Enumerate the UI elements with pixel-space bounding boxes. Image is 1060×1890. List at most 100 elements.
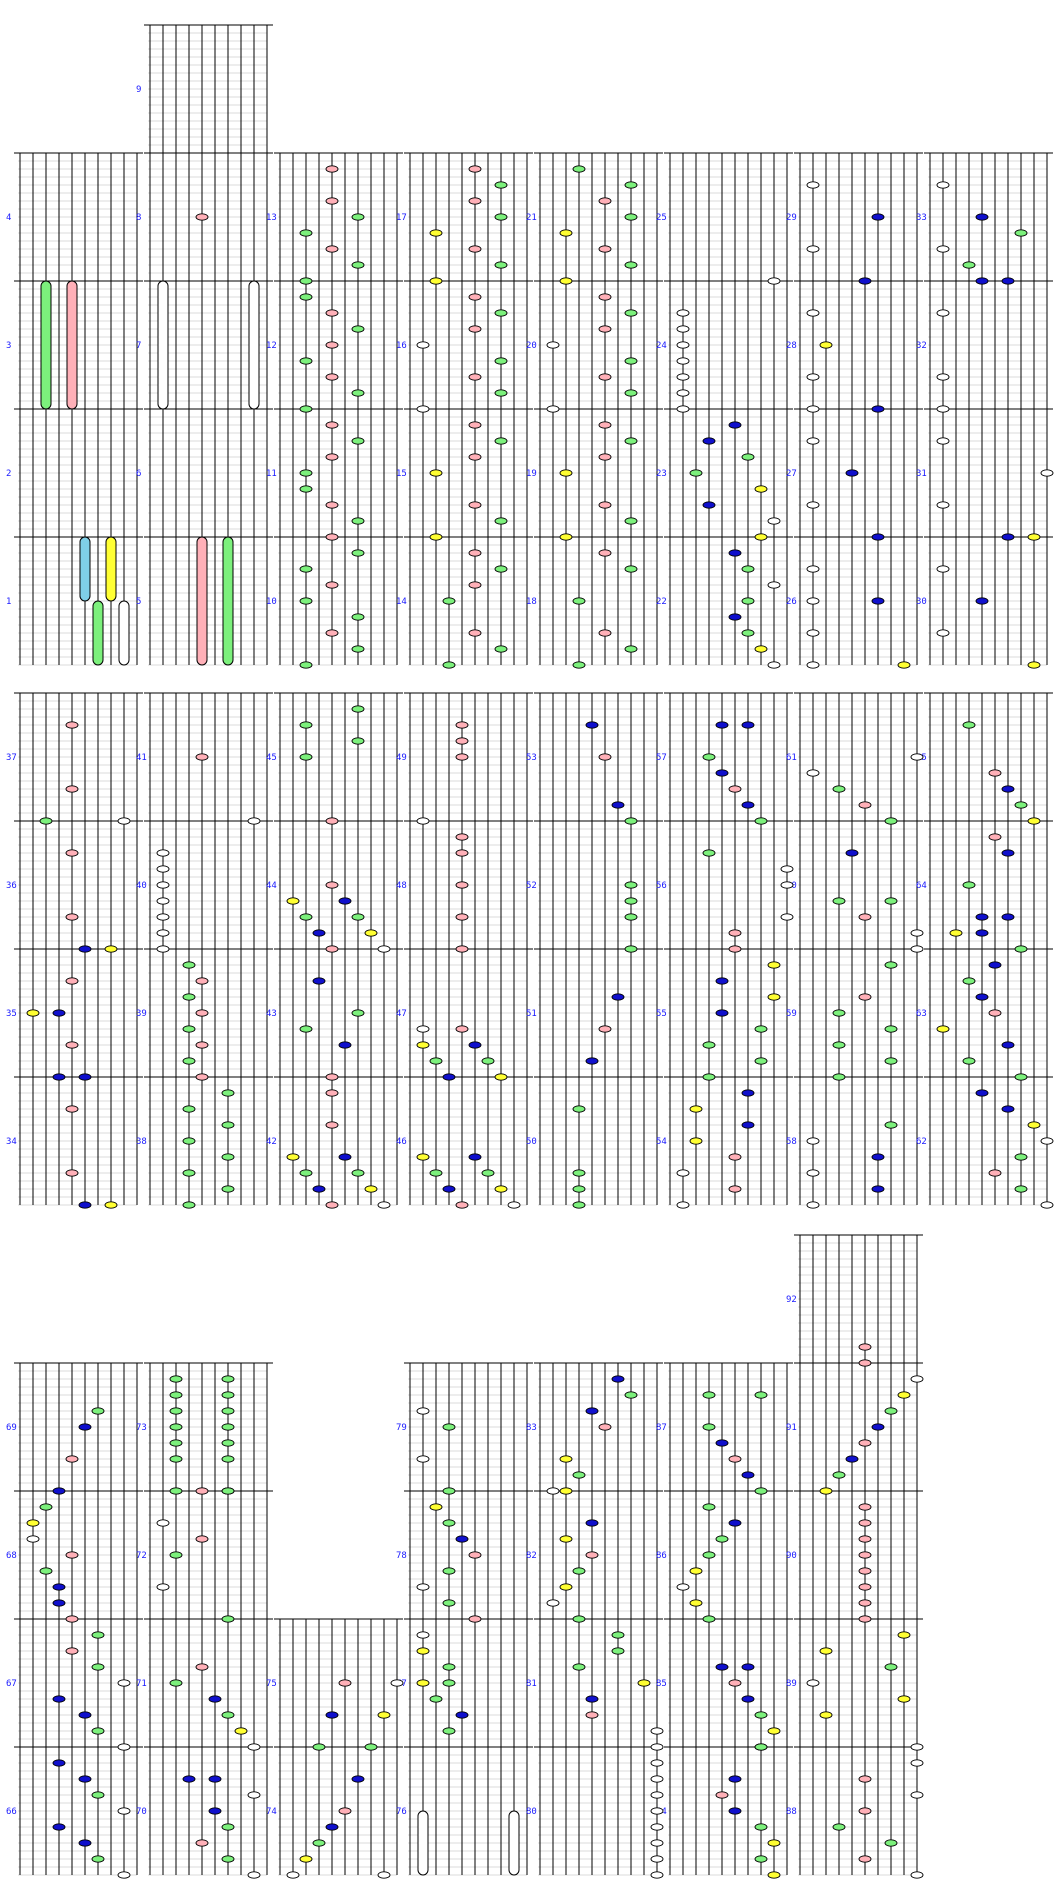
note-marker [806, 405, 820, 413]
note-marker [169, 1375, 183, 1383]
note-marker [975, 213, 989, 221]
note-marker [221, 1439, 235, 1447]
note-marker [871, 533, 885, 541]
note-marker [221, 1711, 235, 1719]
note-marker [559, 1583, 573, 1591]
note-marker [884, 1025, 898, 1033]
note-marker [351, 645, 365, 653]
note-marker [325, 945, 339, 953]
note-marker [221, 1823, 235, 1831]
note-marker [117, 1679, 131, 1687]
note-marker [65, 1615, 79, 1623]
measure-number: 75 [266, 1679, 277, 1689]
measure-number: 73 [136, 1423, 147, 1433]
note-marker [325, 453, 339, 461]
note-marker [416, 341, 430, 349]
note-marker [598, 1025, 612, 1033]
note-marker [1001, 1105, 1015, 1113]
note-marker [962, 721, 976, 729]
note-marker [117, 1807, 131, 1815]
note-marker [897, 661, 911, 669]
note-marker [26, 1519, 40, 1527]
hold-note [417, 1810, 429, 1876]
note-marker [806, 1137, 820, 1145]
note-marker [156, 865, 170, 873]
note-marker [975, 913, 989, 921]
note-marker [91, 1631, 105, 1639]
note-marker [39, 1503, 53, 1511]
measure-number: 45 [266, 753, 277, 763]
note-marker [156, 945, 170, 953]
note-marker [494, 389, 508, 397]
hold-note [222, 536, 234, 666]
note-marker [559, 1535, 573, 1543]
measure-number: 14 [396, 597, 407, 607]
note-marker [468, 165, 482, 173]
note-marker [78, 1711, 92, 1719]
note-marker [325, 881, 339, 889]
measure-number: 58 [786, 1137, 797, 1147]
hold-note [79, 536, 91, 602]
note-marker [455, 913, 469, 921]
note-marker [741, 597, 755, 605]
measure-number: 31 [916, 469, 927, 479]
note-marker [858, 1855, 872, 1863]
note-marker [910, 1743, 924, 1751]
note-marker [455, 881, 469, 889]
note-marker [624, 437, 638, 445]
note-marker [988, 1169, 1002, 1177]
note-marker [351, 1775, 365, 1783]
note-marker [585, 1711, 599, 1719]
note-marker [858, 1503, 872, 1511]
note-marker [429, 469, 443, 477]
note-marker [416, 1041, 430, 1049]
measure-number: 42 [266, 1137, 277, 1147]
note-marker [936, 181, 950, 189]
note-marker [780, 881, 794, 889]
note-marker [832, 1041, 846, 1049]
note-marker [156, 849, 170, 857]
note-marker [702, 1073, 716, 1081]
note-marker [351, 389, 365, 397]
note-marker [975, 597, 989, 605]
note-marker [806, 309, 820, 317]
note-marker [676, 309, 690, 317]
note-marker [689, 469, 703, 477]
note-marker [728, 1519, 742, 1527]
note-marker [650, 1743, 664, 1751]
note-marker [221, 1407, 235, 1415]
note-marker [377, 1711, 391, 1719]
measure-number: 38 [136, 1137, 147, 1147]
note-marker [364, 929, 378, 937]
note-marker [715, 1791, 729, 1799]
note-marker [299, 597, 313, 605]
note-marker [702, 501, 716, 509]
note-marker [364, 1185, 378, 1193]
note-marker [910, 1759, 924, 1767]
note-marker [91, 1791, 105, 1799]
measure-number: 47 [396, 1009, 407, 1019]
note-marker [728, 1679, 742, 1687]
note-marker [572, 1169, 586, 1177]
note-marker [468, 325, 482, 333]
hold-note [248, 280, 260, 410]
note-marker [494, 181, 508, 189]
note-marker [1040, 1201, 1054, 1209]
note-marker [195, 977, 209, 985]
note-marker [767, 581, 781, 589]
note-marker [208, 1695, 222, 1703]
note-marker [884, 1121, 898, 1129]
note-marker [494, 645, 508, 653]
note-marker [572, 1663, 586, 1671]
note-marker [325, 533, 339, 541]
note-marker [546, 1599, 560, 1607]
note-marker [221, 1375, 235, 1383]
note-marker [754, 645, 768, 653]
note-marker [325, 309, 339, 317]
note-marker [195, 1009, 209, 1017]
note-marker [897, 1695, 911, 1703]
note-marker [650, 1727, 664, 1735]
note-marker [247, 1871, 261, 1879]
note-marker [728, 1807, 742, 1815]
note-marker [572, 597, 586, 605]
